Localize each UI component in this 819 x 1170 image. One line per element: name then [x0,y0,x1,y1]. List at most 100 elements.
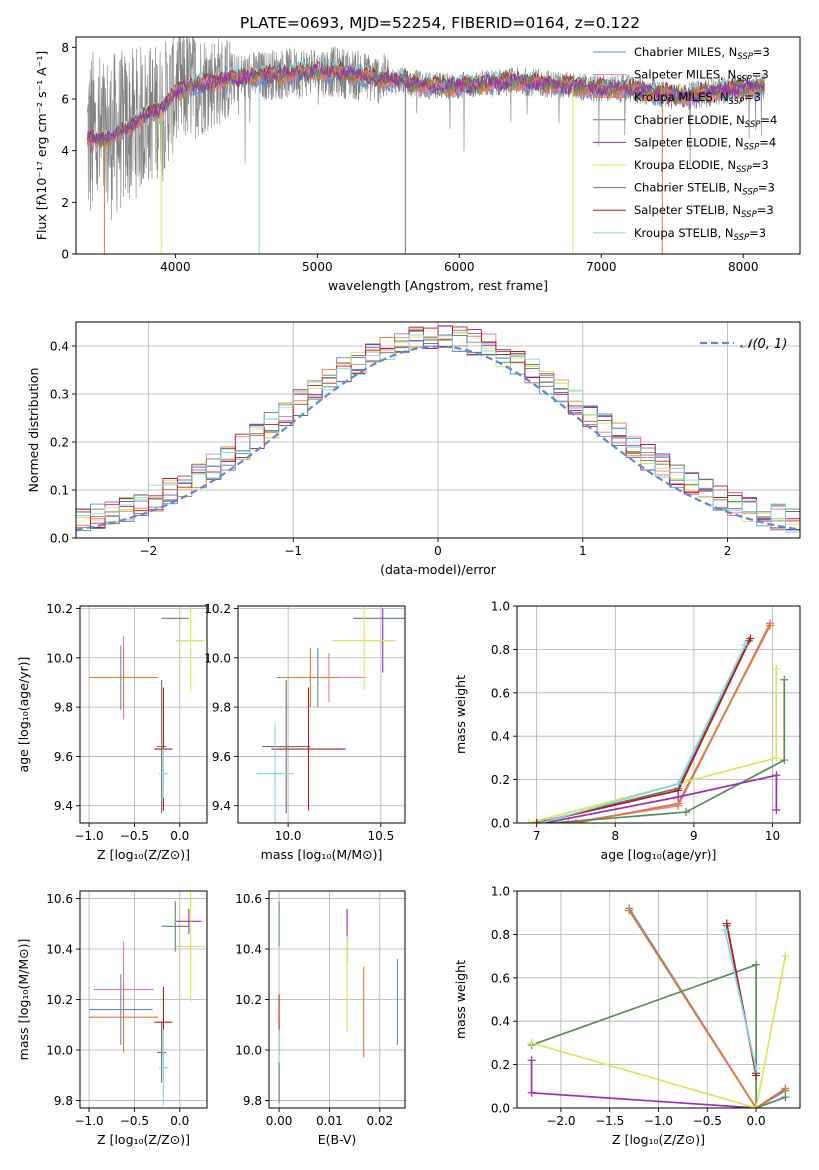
mass-weight-marker [781,1084,790,1093]
y-tick-label: 10.4 [46,943,73,957]
mass-weight-marker [752,1104,761,1108]
axes-border [75,36,801,255]
model-spectrum-line [87,63,765,147]
y-axis-label: Flux [fλ10⁻¹⁷ erg cm⁻² s⁻¹ A⁻¹] [34,51,49,240]
legend-label-suffix: =3 [749,226,766,240]
errorbar-point [89,647,159,708]
legend-label: Chabrier STELIB, NSSP=3 [634,181,775,198]
x-tick-label: 2 [724,544,732,558]
axes-border [516,605,801,824]
x-axis-label: Z [log₁₀(Z/Z⊙)] [97,1132,190,1147]
mass-weight-marker [746,634,755,643]
legend-label: Kroupa STELIB, NSSP=3 [634,226,766,243]
y-tick-label: 0.8 [491,643,510,657]
plot-area-mass_vs_Z [89,891,206,1106]
figure-title: PLATE=0693, MJD=52254, FIBERID=0164, z=0… [240,14,640,32]
x-tick-label: −0.5 [693,1114,722,1128]
x-axis-label: mass [log₁₀(M/M⊙)] [261,847,383,862]
y-tick-label: 0.1 [50,484,69,498]
x-tick-label: 0.00 [266,1114,293,1128]
y-tick-label: 4 [61,144,69,158]
y-tick-label: 0.0 [491,817,510,831]
mass-weight-marker [536,819,545,823]
y-tick-label: 0.0 [50,532,69,546]
mass-weight-marker [772,805,781,814]
x-tick-label: 10.5 [368,829,395,843]
legend-label-suffix: =3 [752,158,769,172]
chart-massweight_vs_Z: −2.0 −1.5 −1.0 −0.5 0.0 0.0 0.2 0.4 0.6 0.8 1.0 Z [… [453,885,801,1147]
y-tick-label: 10.2 [204,602,231,616]
mass-weight-marker [772,664,781,673]
plot-area-age_vs_mass [256,606,405,823]
y-tick-label: 9.8 [243,1094,262,1108]
axes-frame-massweight_vs_Z: −2.0 −1.5 −1.0 −0.5 0.0 0.0 0.2 0.4 0.6 0.8 1.0 Z [… [453,885,801,1147]
x-tick-label: −2 [140,544,158,558]
axes-border [79,605,208,824]
model-spectrum-line [87,60,765,144]
x-tick-label: −1 [284,544,302,558]
y-tick-label: 10.0 [46,1043,73,1057]
y-tick-label: 6 [61,93,69,107]
plot-area-age_vs_Z [89,606,206,814]
mass-weight-marker [720,926,729,935]
chart-massweight_vs_age: 7 8 9 10 0.0 0.2 0.4 0.6 0.8 1.0 age [log₁₀(age/yr… [453,600,801,862]
mass-weight-marker [625,906,634,915]
axes-frame-spectrum: 4000 5000 6000 7000 8000 0 2 4 6 8 wavelength [Ang… [34,36,801,293]
mass-weight-marker [527,1056,536,1065]
y-tick-label: 10.0 [235,1043,262,1057]
y-tick-label: 0.4 [491,730,510,744]
y-tick-label: 8 [61,41,69,55]
x-tick-label: −0.5 [120,829,149,843]
errorbar-point [176,891,206,1003]
legend-label: Salpeter MILES, NSSP=3 [634,68,769,85]
y-tick-label: 9.8 [54,701,73,715]
errorbar-point [157,1022,167,1083]
legend-label-suffix: =3 [744,90,761,104]
chart-age_vs_mass: 10.0 10.5 9.4 9.6 9.8 10.0 10.2 mass [log₁₀(M/M… [204,602,406,862]
mass-weight-marker [752,1064,761,1073]
legend-label-suffix: =4 [760,113,777,127]
mass-weight-line [724,929,757,1070]
x-tick-label: 0.0 [747,1114,766,1128]
legend-label-sub: SSP [736,75,752,85]
mass-weight-marker [527,1088,536,1097]
legend-label-main: Kroupa ELODIE, N [634,158,736,172]
chart-residuals: −2 −1 0 1 2 0.0 0.1 0.2 0.3 0.4 (data-model)/error… [26,321,801,577]
legend-label-sub: SSP [745,120,761,130]
legend-label-main: Kroupa MILES, N [634,90,729,104]
mass-weight-marker [564,819,573,823]
legend-label: 𝒩(0, 1) [740,337,787,352]
mass-weight-marker [527,1038,536,1047]
errorbar-point [262,679,311,814]
x-tick-label: 1 [579,544,587,558]
chart-age_vs_Z: −1.0 −0.5 0.0 9.4 9.6 9.8 10.0 10.2 Z [log₁₀(Z/Z… [16,602,208,862]
x-tick-label: 10.0 [275,829,302,843]
errorbar-point [89,981,159,1053]
y-tick-label: 0.4 [491,1015,510,1029]
histogram-kroupa_stelib [76,334,800,533]
legend-label-main: Kroupa STELIB, N [634,226,734,240]
y-tick-label: 0.2 [50,436,69,450]
legend-label-main: Salpeter ELODIE, N [634,135,744,149]
mass-weight-line [531,955,787,1108]
y-tick-label: 0.6 [491,686,510,700]
y-tick-label: 10.2 [46,602,73,616]
chart-mass_vs_ebv: 0.00 0.01 0.02 9.8 10.0 10.2 10.4 10.6 E(B-V) [235,890,406,1147]
mass-weight-line [530,1060,757,1108]
mass-weight-line [544,774,778,823]
legend-label-sub: SSP [744,142,760,152]
errorbar-point [271,687,346,811]
mass-weight-marker [781,1093,790,1102]
legend-residuals: 𝒩(0, 1) [700,337,787,352]
x-tick-label: 0.0 [170,1114,189,1128]
mass-weight-line [528,668,778,823]
legend-label-suffix: =3 [753,45,770,59]
x-tick-label: 5000 [302,260,333,274]
chart-mass_vs_Z: −1.0 −0.5 0.0 9.8 10.0 10.2 10.4 10.6 Z [log₁₀(Z… [16,890,208,1147]
x-tick-label: −1.0 [75,829,104,843]
mass-weight-marker [780,756,789,765]
mass-weight-marker [772,771,781,780]
x-axis-label: age [log₁₀(age/yr)] [601,847,717,862]
legend-label-main: Chabrier MILES, N [634,45,737,59]
